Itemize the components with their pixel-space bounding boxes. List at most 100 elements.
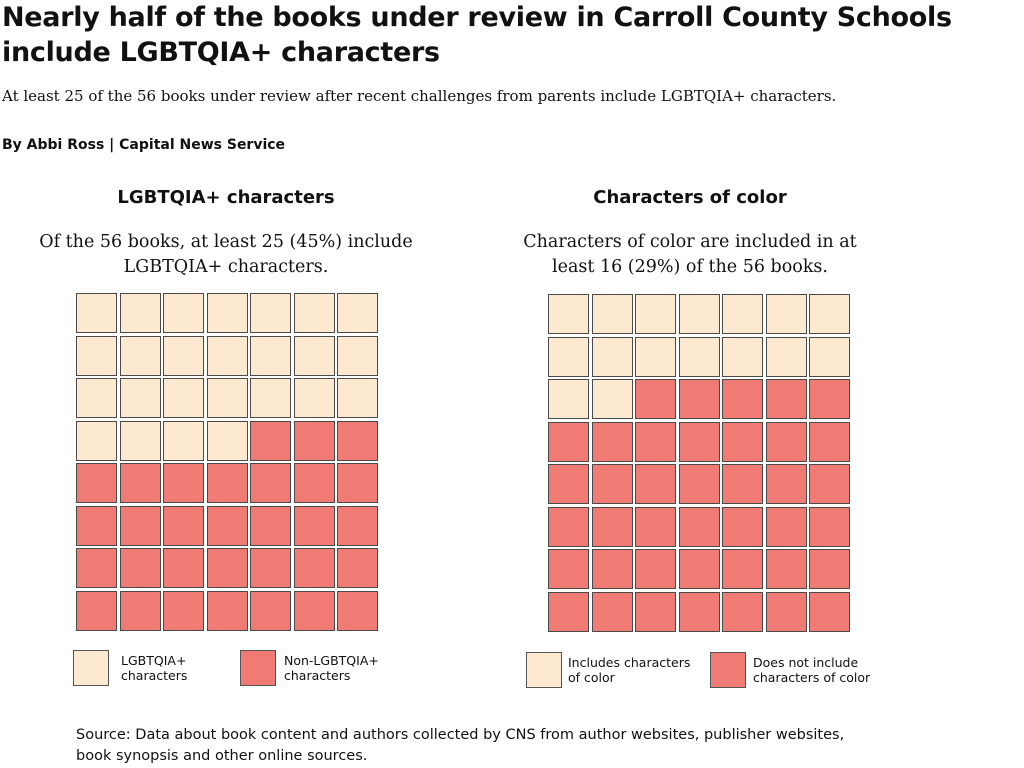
waffle-cell-not-included — [722, 421, 763, 462]
waffle-cell-not-included — [250, 548, 291, 588]
waffle-cell-not-included — [591, 421, 633, 462]
waffle-cell-included — [206, 293, 248, 333]
waffle-cell-not-included — [76, 463, 117, 503]
waffle-cell-not-included — [76, 548, 117, 588]
lgbtqia-legend-included: LGBTQIA+ characters — [73, 650, 187, 686]
waffle-cell-included — [250, 335, 291, 376]
waffle-cell-included — [678, 294, 720, 334]
color-waffle-chart — [548, 294, 850, 632]
waffle-cell-not-included — [809, 379, 850, 419]
waffle-cell-included — [765, 336, 807, 377]
waffle-cell-included — [722, 294, 763, 334]
waffle-cell-not-included — [119, 505, 161, 546]
waffle-cell-included — [119, 378, 161, 418]
waffle-cell-not-included — [809, 421, 850, 462]
waffle-cell-not-included — [293, 590, 335, 631]
waffle-cell-included — [76, 293, 117, 333]
waffle-cell-not-included — [76, 590, 117, 631]
waffle-cell-not-included — [119, 548, 161, 588]
waffle-cell-included — [76, 378, 117, 418]
color-panel: Characters of color Characters of color … — [500, 186, 880, 280]
waffle-cell-not-included — [337, 590, 378, 631]
waffle-cell-not-included — [293, 420, 335, 461]
waffle-cell-included — [591, 294, 633, 334]
lgbtqia-chart-description: Of the 56 books, at least 25 (45%) inclu… — [39, 232, 413, 277]
waffle-cell-not-included — [591, 464, 633, 504]
waffle-cell-not-included — [548, 591, 589, 632]
waffle-cell-included — [591, 336, 633, 377]
color-legend-included: Includes characters of color — [526, 652, 690, 688]
waffle-cell-not-included — [765, 464, 807, 504]
waffle-cell-not-included — [250, 590, 291, 631]
waffle-cell-included — [337, 293, 378, 333]
legend-label-not-included: Non-LGBTQIA+ characters — [284, 653, 379, 683]
waffle-cell-included — [76, 335, 117, 376]
waffle-cell-not-included — [293, 505, 335, 546]
waffle-cell-not-included — [765, 379, 807, 419]
headline: Nearly half of the books under review in… — [2, 2, 952, 68]
waffle-cell-included — [809, 336, 850, 377]
waffle-cell-not-included — [635, 421, 676, 462]
waffle-cell-included — [163, 293, 204, 333]
waffle-cell-included — [337, 335, 378, 376]
legend-label-includes-color: Includes characters of color — [568, 655, 691, 685]
waffle-cell-not-included — [765, 591, 807, 632]
waffle-cell-included — [76, 420, 117, 461]
waffle-cell-included — [548, 379, 589, 419]
waffle-cell-included — [293, 293, 335, 333]
waffle-cell-included — [337, 378, 378, 418]
waffle-cell-not-included — [548, 506, 589, 547]
lgbtqia-legend-not-included: Non-LGBTQIA+ characters — [240, 650, 379, 686]
source-note: Source: Data about book content and auth… — [76, 727, 845, 764]
waffle-cell-not-included — [250, 420, 291, 461]
waffle-cell-included — [119, 420, 161, 461]
waffle-cell-not-included — [163, 590, 204, 631]
waffle-cell-included — [293, 335, 335, 376]
waffle-cell-not-included — [722, 464, 763, 504]
waffle-cell-not-included — [722, 379, 763, 419]
waffle-cell-not-included — [293, 463, 335, 503]
waffle-cell-not-included — [809, 591, 850, 632]
waffle-cell-included — [722, 336, 763, 377]
waffle-cell-not-included — [809, 506, 850, 547]
waffle-cell-included — [635, 336, 676, 377]
lgbtqia-chart-title: LGBTQIA+ characters — [117, 187, 335, 208]
waffle-cell-not-included — [548, 549, 589, 589]
waffle-cell-not-included — [678, 549, 720, 589]
waffle-cell-not-included — [678, 591, 720, 632]
legend-swatch-not-included — [240, 650, 276, 686]
waffle-cell-not-included — [635, 591, 676, 632]
waffle-cell-not-included — [722, 549, 763, 589]
waffle-cell-included — [635, 294, 676, 334]
waffle-cell-included — [206, 335, 248, 376]
legend-label-included: LGBTQIA+ characters — [121, 653, 188, 683]
waffle-cell-not-included — [765, 421, 807, 462]
waffle-cell-not-included — [163, 505, 204, 546]
waffle-cell-not-included — [809, 464, 850, 504]
waffle-cell-included — [591, 379, 633, 419]
waffle-cell-not-included — [809, 549, 850, 589]
waffle-cell-included — [293, 378, 335, 418]
waffle-cell-not-included — [548, 464, 589, 504]
waffle-cell-not-included — [635, 506, 676, 547]
waffle-cell-included — [678, 336, 720, 377]
waffle-cell-not-included — [635, 464, 676, 504]
waffle-cell-not-included — [591, 591, 633, 632]
waffle-cell-included — [163, 335, 204, 376]
waffle-cell-included — [163, 378, 204, 418]
dek: At least 25 of the 56 books under review… — [2, 87, 837, 105]
byline: By Abbi Ross | Capital News Service — [2, 137, 286, 153]
waffle-cell-not-included — [250, 505, 291, 546]
waffle-cell-not-included — [337, 505, 378, 546]
waffle-cell-included — [548, 336, 589, 377]
legend-label-no-color: Does not include characters of color — [753, 655, 871, 685]
waffle-cell-not-included — [119, 590, 161, 631]
color-legend-not-included: Does not include characters of color — [710, 652, 870, 688]
waffle-cell-not-included — [337, 420, 378, 461]
waffle-cell-included — [765, 294, 807, 334]
legend-swatch-no-color — [710, 652, 746, 688]
lgbtqia-waffle-chart — [76, 293, 378, 631]
waffle-cell-included — [250, 293, 291, 333]
waffle-cell-included — [809, 294, 850, 334]
waffle-cell-not-included — [635, 379, 676, 419]
